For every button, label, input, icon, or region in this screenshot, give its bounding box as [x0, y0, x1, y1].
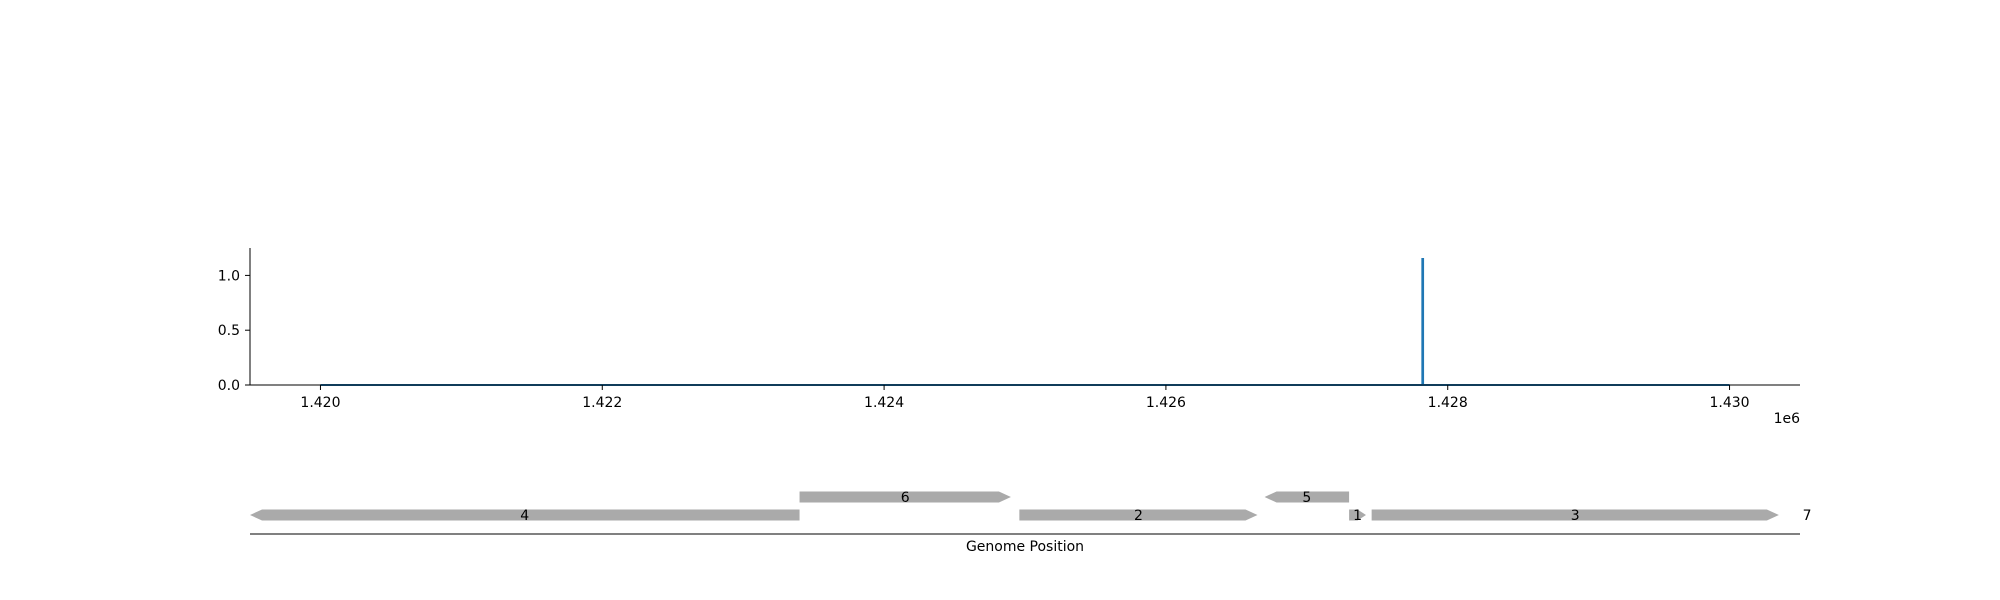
- gene-feature-3: [1371, 509, 1779, 521]
- x-tick-label: 1.428: [1428, 395, 1468, 411]
- x-tick-label: 1.420: [300, 395, 340, 411]
- y-tick-label: 0.0: [218, 378, 240, 394]
- gene-label-5: 5: [1302, 490, 1311, 506]
- gene-label-1: 1: [1353, 508, 1362, 524]
- x-tick-label: 1.424: [864, 395, 904, 411]
- gene-label-7: 7: [1803, 508, 1812, 524]
- y-ticks: 0.0 0.5 1.0: [218, 268, 250, 394]
- gene-label-2: 2: [1134, 508, 1143, 524]
- x-tick-label: 1.422: [582, 395, 622, 411]
- gene-feature-1: [1349, 509, 1366, 521]
- y-tick-label: 1.0: [218, 268, 240, 284]
- y-tick-label: 0.5: [218, 323, 240, 339]
- coverage-plot: 1.420 1.422 1.424 1.426 1.428 1.430 0.0 0.5 1.0…: [218, 248, 1800, 427]
- x-ticks: 1.420 1.422 1.424 1.426 1.428 1.430: [300, 385, 1750, 411]
- gene-label-3: 3: [1571, 508, 1580, 524]
- gene-label-4: 4: [520, 508, 529, 524]
- x-tick-label: 1.430: [1709, 395, 1749, 411]
- gene-feature-4: [250, 509, 800, 521]
- x-offset-label: 1e6: [1774, 411, 1801, 427]
- gene-feature-6: [799, 491, 1011, 503]
- x-tick-label: 1.426: [1146, 395, 1186, 411]
- gene-feature-2: [1019, 509, 1258, 521]
- gene-feature-5: [1264, 491, 1350, 503]
- gene-axis-title: Genome Position: [966, 539, 1084, 555]
- gene-features: 4 6 2 5 1 3 7: [250, 490, 1812, 524]
- gene-track: 4 6 2 5 1 3 7 Genome Position: [250, 490, 1812, 555]
- gene-label-6: 6: [901, 490, 910, 506]
